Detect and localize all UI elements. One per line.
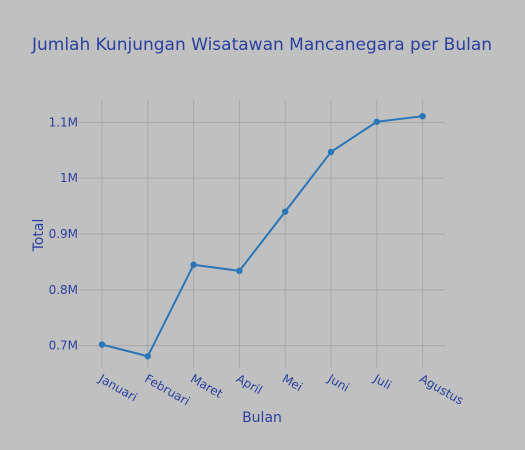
y-tick-label: 0.8M — [49, 283, 78, 297]
x-tick-label: Mei — [280, 371, 305, 394]
y-tick-label: 1M — [60, 171, 78, 185]
x-tick-label: April — [234, 371, 265, 397]
grid-lines — [78, 100, 445, 368]
y-tick-label: 0.9M — [49, 227, 78, 241]
x-tick-label: Februari — [142, 371, 192, 408]
data-point — [419, 112, 426, 120]
x-axis-title: Bulan — [242, 410, 282, 426]
y-tick-label: 1.1M — [49, 115, 78, 129]
series-line — [101, 115, 423, 358]
data-point — [144, 353, 151, 360]
data-point — [190, 261, 197, 268]
data-point — [327, 148, 335, 156]
x-tick-label: Maret — [188, 371, 225, 401]
x-tick-label: Januari — [96, 371, 140, 404]
x-tick-label: Juli — [370, 371, 393, 393]
data-point — [373, 118, 380, 125]
data-point — [236, 267, 243, 275]
series-layer — [98, 112, 426, 360]
y-axis-ticks: 0.7M 0.8M 0.9M 1M 1.1M — [49, 115, 78, 352]
data-point — [282, 208, 289, 215]
y-tick-label: 0.7M — [49, 339, 78, 353]
x-tick-label: Agustus — [417, 371, 466, 407]
chart-title: Jumlah Kunjungan Wisatawan Mancanegara p… — [31, 35, 492, 55]
data-point — [98, 341, 106, 348]
y-axis-title: Total — [31, 219, 47, 253]
x-tick-label: Juni — [325, 371, 352, 395]
